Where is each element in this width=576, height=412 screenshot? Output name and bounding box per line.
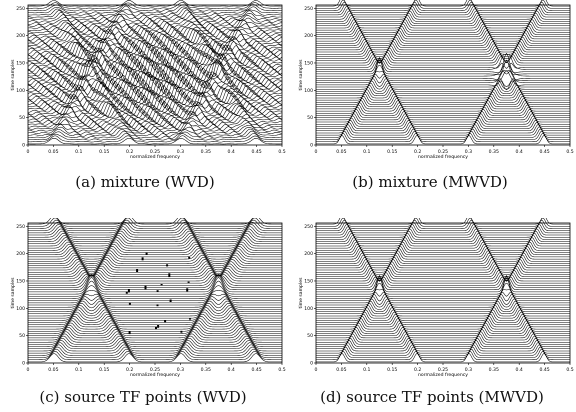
- tf-point-speck: [161, 284, 163, 286]
- y-axis-label: time samples: [10, 59, 16, 91]
- y-tick-label: 50: [19, 115, 25, 121]
- x-tick-label: 0.15: [387, 367, 397, 373]
- panel-c: 0 0.05 0.1 0.15 0.2 0.25 0.3 0.35 0.4 0.45 0.5 0 50 1…: [0, 218, 288, 378]
- tf-point-speck: [180, 331, 182, 333]
- tf-point-speck: [126, 292, 128, 294]
- x-tick-label: 0.35: [201, 367, 211, 373]
- y-tick-label: 100: [16, 306, 25, 312]
- y-tick-label: 0: [22, 143, 25, 149]
- y-axis-label: time samples: [298, 59, 304, 91]
- x-tick-label: 0: [27, 367, 30, 373]
- waterfall-plot-c: 0 0.05 0.1 0.15 0.2 0.25 0.3 0.35 0.4 0.45 0.50501…: [0, 218, 288, 378]
- tf-point-speck: [170, 300, 172, 303]
- y-tick-label: 100: [304, 88, 313, 94]
- tf-point-speck: [188, 257, 190, 259]
- y-tick-label: 250: [16, 6, 25, 12]
- tf-point-speck: [155, 327, 157, 330]
- x-tick-label: 0.35: [489, 149, 499, 155]
- y-axis-label: time samples: [298, 277, 304, 309]
- y-tick-label: 250: [304, 224, 313, 230]
- x-tick-label: 0.45: [251, 149, 261, 155]
- tf-point-speck: [145, 286, 147, 289]
- x-tick-label: 0.4: [516, 367, 523, 373]
- y-axis-label: time samples: [10, 277, 16, 309]
- x-tick-label: 0.15: [387, 149, 397, 155]
- x-tick-label: 0.1: [75, 149, 82, 155]
- tf-point-speck: [168, 273, 170, 277]
- y-tick-label: 200: [304, 251, 313, 257]
- x-axis-label: normalized frequency: [418, 372, 468, 378]
- x-tick-label: 0.1: [75, 367, 82, 373]
- y-tick-label: 150: [304, 60, 313, 66]
- x-tick-label: 0.35: [489, 367, 499, 373]
- x-axis-label: normalized frequency: [130, 154, 180, 160]
- tf-point-speck: [164, 320, 166, 322]
- x-tick-label: 0.05: [48, 367, 58, 373]
- x-tick-label: 0.4: [228, 367, 235, 373]
- waterfall-plot-b: 0 0.05 0.1 0.15 0.2 0.25 0.3 0.35 0.4 0.45 0.50501…: [288, 0, 576, 160]
- caption-b: (b) mixture (MWVD): [305, 173, 555, 191]
- waterfall-plot-a: 0 0.05 0.1 0.15 0.2 0.25 0.3 0.35 0.4 0.45 0.50501…: [0, 0, 288, 160]
- tf-point-speck: [157, 290, 159, 292]
- y-tick-label: 150: [16, 60, 25, 66]
- x-tick-label: 0.15: [99, 367, 109, 373]
- y-tick-label: 50: [307, 115, 313, 121]
- y-tick-label: 100: [304, 306, 313, 312]
- x-tick-label: 0.45: [251, 367, 261, 373]
- tf-point-speck: [189, 318, 191, 319]
- x-tick-label: 0.5: [278, 367, 285, 373]
- caption-c: (c) source TF points (WVD): [0, 388, 286, 406]
- tf-point-speck: [129, 331, 131, 334]
- y-tick-label: 250: [16, 224, 25, 230]
- x-tick-label: 0.1: [363, 367, 370, 373]
- caption-d: (d) source TF points (MWVD): [288, 388, 576, 406]
- y-tick-label: 150: [304, 278, 313, 284]
- y-tick-label: 0: [22, 361, 25, 367]
- tf-point-speck: [129, 303, 131, 305]
- x-tick-label: 0.45: [539, 149, 549, 155]
- waterfall-plot-d: 0 0.05 0.1 0.15 0.2 0.25 0.3 0.35 0.4 0.45 0.50501…: [288, 218, 576, 378]
- x-tick-label: 0.1: [363, 149, 370, 155]
- x-tick-label: 0.5: [278, 149, 285, 155]
- y-tick-label: 0: [310, 361, 313, 367]
- tf-point-speck: [186, 288, 188, 291]
- x-tick-label: 0.5: [566, 149, 573, 155]
- panel-d: 0 0.05 0.1 0.15 0.2 0.25 0.3 0.35 0.4 0.45 0.5 0 50 1…: [288, 218, 576, 378]
- x-tick-label: 0.05: [336, 149, 346, 155]
- y-tick-label: 50: [307, 333, 313, 339]
- x-tick-label: 0: [315, 149, 318, 155]
- y-tick-label: 200: [16, 251, 25, 257]
- x-tick-label: 0.05: [48, 149, 58, 155]
- x-tick-label: 0.35: [201, 149, 211, 155]
- tf-point-speck: [146, 253, 148, 255]
- panel-a: 0 0.05 0.1 0.15 0.2 0.25 0.3 0.35 0.4 0.45 0.5 0 50 1…: [0, 0, 288, 160]
- tf-point-speck: [128, 289, 130, 292]
- x-tick-label: 0.05: [336, 367, 346, 373]
- tf-point-speck: [188, 282, 190, 283]
- caption-a: (a) mixture (WVD): [20, 173, 270, 191]
- tf-point-speck: [157, 304, 159, 306]
- y-tick-label: 200: [304, 33, 313, 39]
- x-tick-label: 0.4: [516, 149, 523, 155]
- x-tick-label: 0.5: [566, 367, 573, 373]
- y-tick-label: 200: [16, 33, 25, 39]
- x-tick-label: 0: [315, 367, 318, 373]
- y-tick-label: 100: [16, 88, 25, 94]
- y-tick-label: 250: [304, 6, 313, 12]
- y-tick-label: 0: [310, 143, 313, 149]
- tf-point-speck: [142, 257, 144, 260]
- tf-point-speck: [136, 269, 138, 272]
- x-tick-label: 0: [27, 149, 30, 155]
- x-tick-label: 0.45: [539, 367, 549, 373]
- x-tick-label: 0.15: [99, 149, 109, 155]
- tf-point-speck: [166, 264, 168, 266]
- y-tick-label: 50: [19, 333, 25, 339]
- x-axis-label: normalized frequency: [130, 372, 180, 378]
- x-axis-label: normalized frequency: [418, 154, 468, 160]
- tf-point-speck: [157, 325, 159, 328]
- y-tick-label: 150: [16, 278, 25, 284]
- panel-b: 0 0.05 0.1 0.15 0.2 0.25 0.3 0.35 0.4 0.45 0.5 0 50 1…: [288, 0, 576, 160]
- x-tick-label: 0.4: [228, 149, 235, 155]
